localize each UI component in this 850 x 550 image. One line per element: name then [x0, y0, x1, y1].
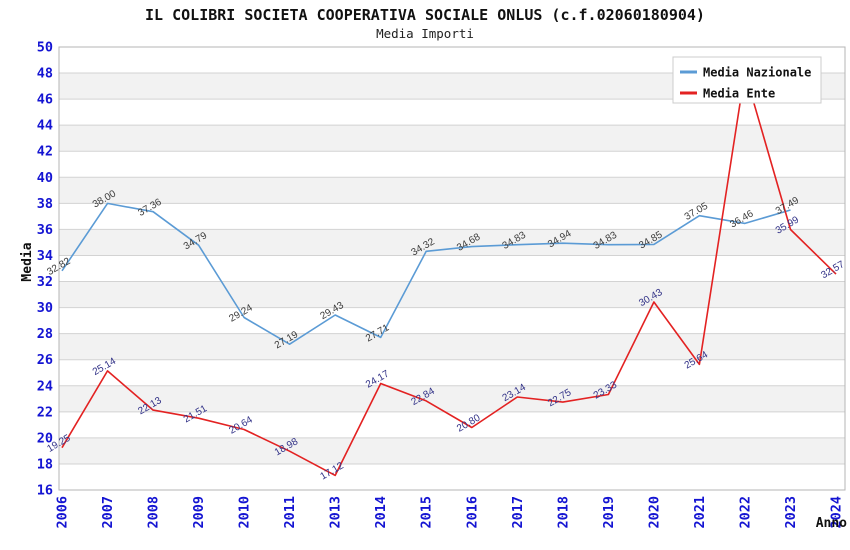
y-tick-label: 28	[37, 326, 53, 342]
chart-subtitle: Media Importi	[376, 26, 474, 41]
y-tick-label: 44	[37, 118, 53, 134]
x-tick-label: 2015	[419, 496, 435, 529]
legend-box	[672, 56, 822, 104]
x-tick-label: 2018	[555, 496, 571, 529]
y-tick-label: 18	[37, 456, 53, 472]
x-tick-label: 2016	[464, 496, 480, 529]
x-tick-label: 2019	[601, 496, 617, 529]
y-tick-label: 36	[37, 222, 53, 238]
plot-border	[58, 46, 846, 491]
y-tick-label: 38	[37, 196, 53, 212]
y-tick-label: 40	[37, 170, 53, 186]
y-tick-label: 32	[37, 274, 53, 290]
x-tick-label: 2006	[55, 496, 71, 529]
x-tick-label: 2017	[510, 496, 526, 529]
interlaced-band	[59, 385, 845, 412]
y-tick-label: 20	[37, 430, 53, 446]
y-tick-label: 16	[37, 483, 53, 499]
interlaced-band	[59, 229, 845, 256]
interlaced-band	[59, 125, 845, 152]
y-tick-label: 46	[37, 92, 53, 108]
series-line-media-ente	[61, 71, 837, 477]
chart-title: IL COLIBRI SOCIETA COOPERATIVA SOCIALE O…	[145, 6, 705, 24]
legend-label-media-ente: Media Ente	[703, 87, 775, 101]
y-tick-label: 24	[37, 378, 53, 394]
y-tick-label: 22	[37, 404, 53, 420]
y-tick-label: 34	[37, 248, 53, 264]
y-tick-label: 50	[37, 40, 53, 56]
x-tick-label: 2007	[100, 496, 116, 529]
x-tick-label: 2011	[282, 496, 298, 529]
x-tick-label: 2009	[191, 496, 207, 529]
x-tick-label: 2020	[646, 496, 662, 529]
x-tick-label: 2010	[237, 496, 253, 529]
interlaced-band	[59, 281, 845, 308]
y-tick-label: 42	[37, 144, 53, 160]
plot-area-background	[59, 47, 845, 490]
y-tick-label: 30	[37, 300, 53, 316]
legend-label-media-nazionale: Media Nazionale	[703, 66, 811, 80]
interlaced-band	[59, 333, 845, 360]
series-line-media-nazionale	[61, 202, 791, 346]
interlaced-band	[59, 437, 845, 464]
interlaced-band	[59, 177, 845, 204]
y-tick-label: 26	[37, 352, 53, 368]
x-tick-label: 2022	[737, 496, 753, 529]
x-tick-label: 2023	[783, 496, 799, 529]
x-tick-label: 2008	[146, 496, 162, 529]
x-axis-title: Anno	[816, 516, 847, 531]
y-axis-title: Media	[20, 242, 35, 281]
y-tick-label: 48	[37, 66, 53, 82]
x-tick-label: 2024	[829, 496, 845, 529]
x-tick-label: 2014	[373, 496, 389, 529]
x-tick-label: 2013	[328, 496, 344, 529]
x-tick-label: 2021	[692, 496, 708, 529]
